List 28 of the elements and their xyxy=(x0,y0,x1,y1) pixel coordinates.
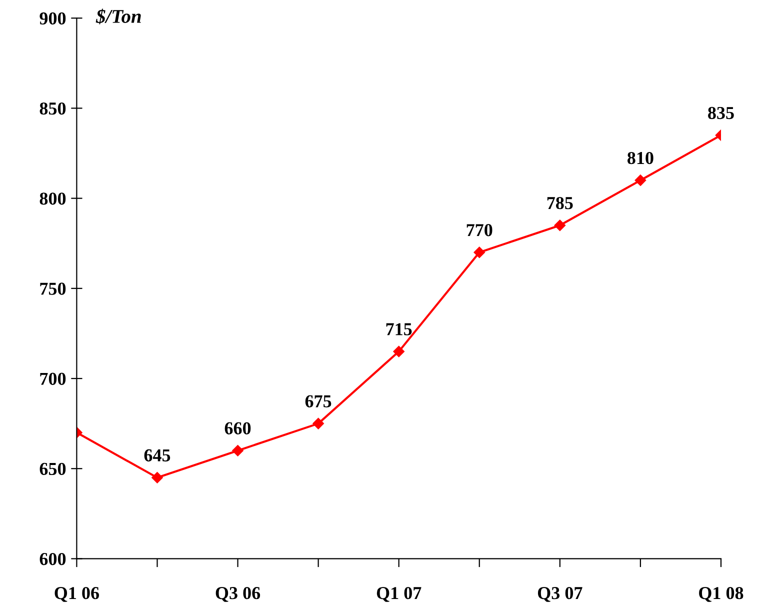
y-tick-label: 850 xyxy=(40,102,66,115)
point xyxy=(312,418,324,430)
point xyxy=(232,444,244,456)
y-axis-title: $/Ton xyxy=(96,8,141,24)
point xyxy=(474,246,485,258)
x-tick-label: Q3 06 xyxy=(216,587,260,602)
point xyxy=(634,174,646,186)
y-tick-label: 650 xyxy=(40,462,66,476)
x-tick-label: Q3 07 xyxy=(538,587,582,602)
data-label: 810 xyxy=(628,152,654,164)
y-tick-label: 700 xyxy=(40,372,66,385)
data-label: 715 xyxy=(386,323,412,336)
data-label: 660 xyxy=(224,422,251,434)
x-tick-label: Q1 06 xyxy=(54,587,99,602)
x-tick-label: Q1 08 xyxy=(699,587,744,602)
data-label: 645 xyxy=(144,449,170,462)
point xyxy=(152,472,163,484)
data-label: 835 xyxy=(708,106,734,120)
y-tick-label: 900 xyxy=(40,12,66,25)
y-tick-label: 800 xyxy=(40,192,66,205)
y-tick-label: 600 xyxy=(40,552,66,566)
y-tick-label: 750 xyxy=(40,282,66,295)
data-label: 770 xyxy=(466,224,492,236)
data-label: 675 xyxy=(305,395,332,408)
point xyxy=(393,346,404,358)
data-label: 785 xyxy=(547,196,573,210)
point xyxy=(554,220,566,231)
x-tick-label: Q1 07 xyxy=(376,587,422,602)
